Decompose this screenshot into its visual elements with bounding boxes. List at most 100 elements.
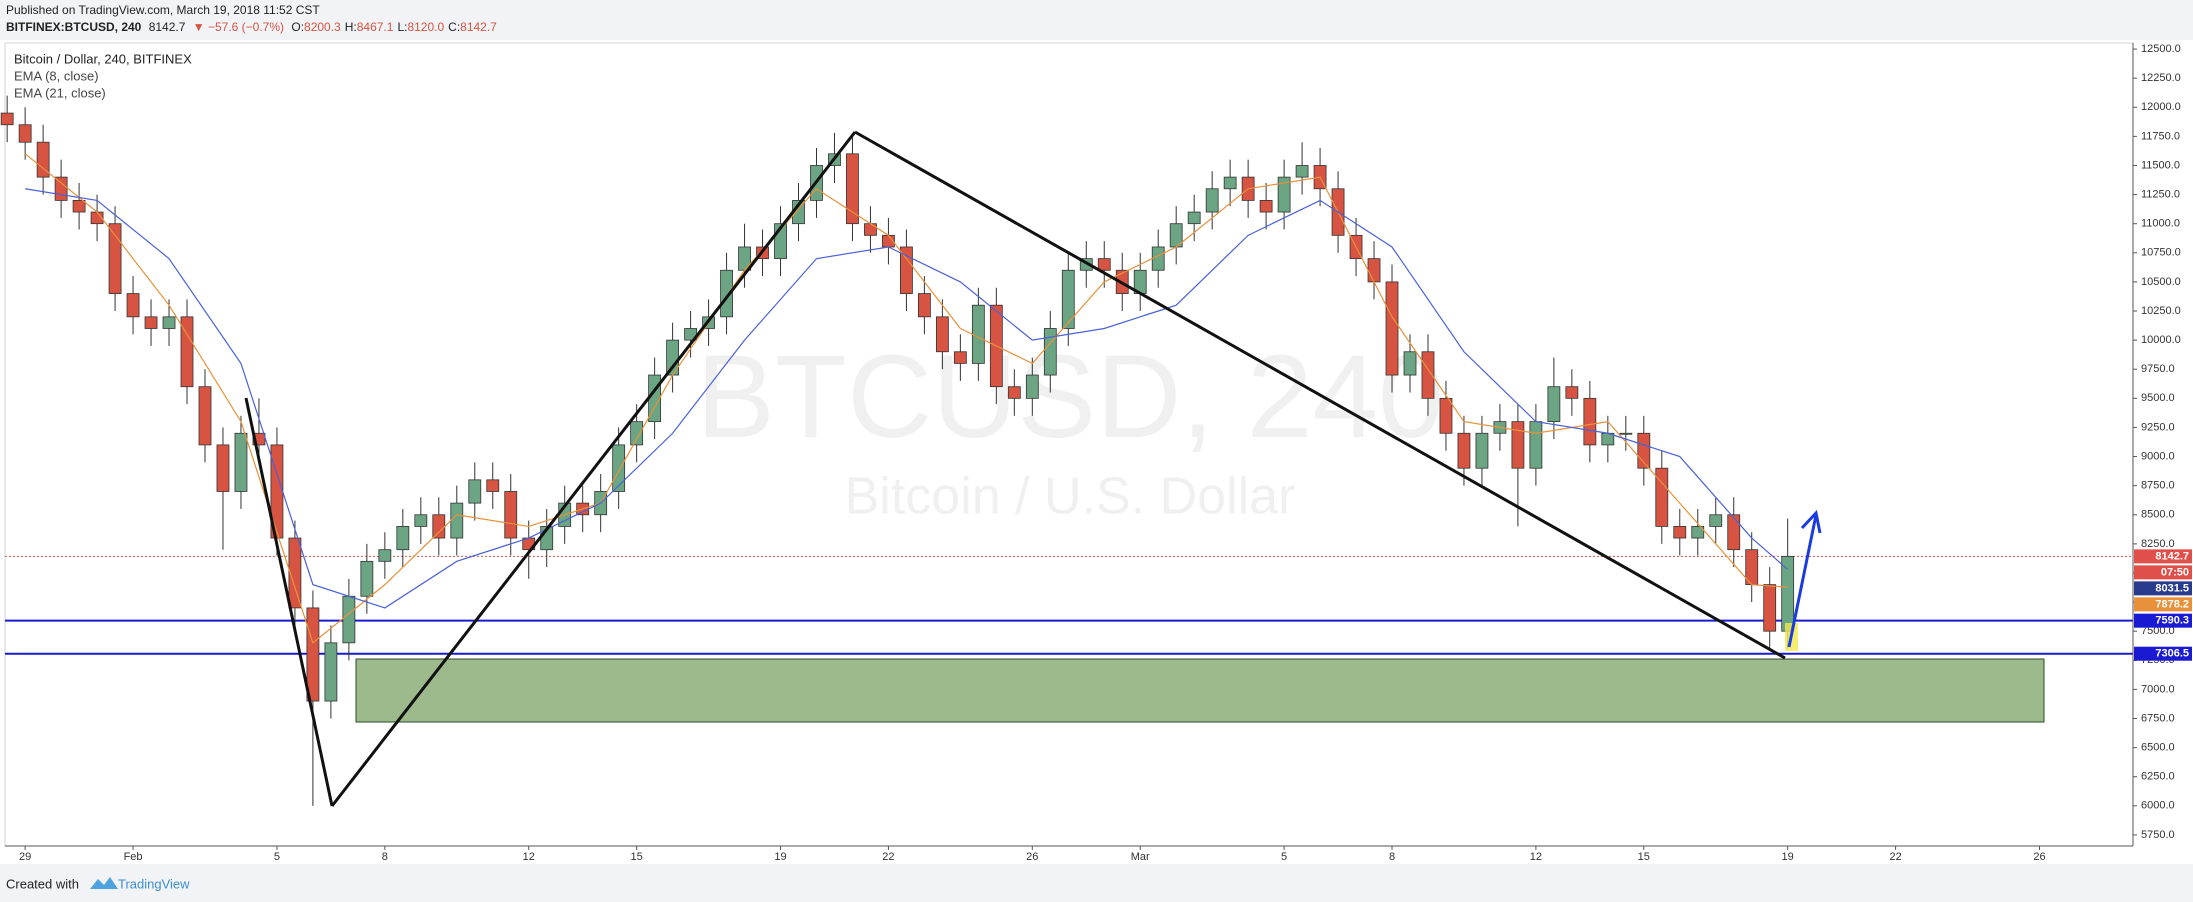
candle-body xyxy=(108,223,122,294)
x-tick-label: 22 xyxy=(882,851,894,863)
y-tick-label: 6000.0 xyxy=(2141,800,2175,812)
candle-body xyxy=(1151,246,1165,271)
candle-body xyxy=(36,141,50,178)
y-tick-label: 9250.0 xyxy=(2141,421,2175,433)
price-tag-label: 8142.7 xyxy=(2155,550,2189,562)
candle-body xyxy=(180,316,194,388)
price-tag-label: 7306.5 xyxy=(2155,648,2189,660)
candle-body xyxy=(630,421,644,446)
y-tick-label: 12250.0 xyxy=(2141,72,2181,84)
candle-body xyxy=(126,293,140,318)
x-tick-label: 8 xyxy=(382,851,388,863)
candle-body xyxy=(288,537,302,609)
price-tag-label: 8031.5 xyxy=(2155,582,2189,594)
legend-ema8: EMA (8, close) xyxy=(14,68,99,83)
candle-body xyxy=(1457,432,1471,469)
logo xyxy=(90,877,118,889)
ohlc-value: 8467.1 xyxy=(357,20,394,34)
marks xyxy=(0,95,2133,806)
y-tick-label: 11250.0 xyxy=(2141,188,2180,200)
trend-line xyxy=(854,130,1786,660)
ema-line xyxy=(24,153,1788,644)
candle-body xyxy=(846,153,859,225)
last-price: 8142.7 xyxy=(149,20,186,34)
trend-line xyxy=(330,131,857,807)
candle-body xyxy=(935,316,949,353)
x-tick-label: 29 xyxy=(19,851,31,863)
candle-body xyxy=(1043,328,1057,376)
y-tick-label: 11750.0 xyxy=(2141,130,2180,142)
candle-body xyxy=(1439,397,1453,434)
candle-body xyxy=(900,246,913,294)
y-tick-label: 6250.0 xyxy=(2141,771,2175,783)
trend-lines xyxy=(244,130,1786,807)
candle-body xyxy=(18,124,32,143)
candle-body xyxy=(720,269,733,318)
candle-body xyxy=(1691,526,1705,539)
brand: TradingView xyxy=(118,876,190,891)
y-tick-label: 6500.0 xyxy=(2141,742,2175,754)
candle-body xyxy=(234,432,248,492)
price-tag xyxy=(2134,646,2192,661)
candle-body xyxy=(342,595,356,644)
y-tick-label: 11500.0 xyxy=(2141,159,2180,171)
ohlc-label: H: xyxy=(345,20,357,34)
y-tick-label: 7000.0 xyxy=(2141,683,2175,695)
candle-body xyxy=(1583,397,1597,446)
y-tick-label: 6750.0 xyxy=(2141,712,2175,724)
candle-body xyxy=(414,514,428,527)
candle-body xyxy=(1673,526,1687,539)
candle-body xyxy=(1547,386,1561,423)
candle-body xyxy=(1781,555,1795,632)
candle-body xyxy=(1223,176,1237,190)
x-tick-label: 8 xyxy=(1389,851,1395,863)
candle-body xyxy=(1259,200,1273,213)
candle-body xyxy=(0,112,14,126)
x-tick-label: 19 xyxy=(774,851,786,863)
candle-body xyxy=(1475,432,1489,469)
candle-body xyxy=(1709,514,1723,527)
watermark-sub: Bitcoin / U.S. Dollar xyxy=(845,468,1296,526)
candle-body xyxy=(432,514,446,539)
ohlc-value: 8120.0 xyxy=(407,20,444,34)
candle-body xyxy=(1007,386,1021,399)
y-tick-label: 10250.0 xyxy=(2141,305,2181,317)
candle-body xyxy=(1277,176,1291,213)
candle-body xyxy=(1205,188,1219,213)
x-tick-label: 26 xyxy=(2033,851,2045,863)
candle-body xyxy=(1295,165,1309,178)
candle-body xyxy=(468,479,482,504)
candle-body xyxy=(1061,269,1075,329)
candle-body xyxy=(504,491,518,539)
countdown: 07:50 xyxy=(2161,566,2189,578)
candle-body xyxy=(1655,467,1669,527)
candle-body xyxy=(1763,584,1777,632)
x-tick-label: 5 xyxy=(274,851,280,863)
countdown-tag xyxy=(2134,565,2192,580)
y-tick-label: 11000.0 xyxy=(2141,218,2180,230)
candle-body xyxy=(450,502,464,539)
arrow-head xyxy=(1800,509,1822,534)
arrow-shaft xyxy=(1787,514,1818,648)
candle-body xyxy=(198,386,212,446)
candle-body xyxy=(1727,514,1741,551)
projection-arrow xyxy=(1787,509,1822,648)
trend-line xyxy=(244,397,334,807)
ohlc-value: 8142.7 xyxy=(460,20,497,34)
price-tag-label: 7590.3 xyxy=(2155,615,2189,627)
candle-body xyxy=(162,316,176,329)
candle-body xyxy=(612,444,626,492)
candle-body xyxy=(486,479,500,492)
x-tick-label: Feb xyxy=(124,851,143,863)
ema-line xyxy=(25,188,1789,609)
symbol-line: BITFINEX:BTCUSD, 240 8142.7 ▼ −57.6 (−0.… xyxy=(6,20,497,34)
created-with: Created with xyxy=(6,876,79,891)
legend-title: Bitcoin / Dollar, 240, BITFINEX xyxy=(14,51,192,66)
candle-body xyxy=(1187,211,1201,225)
candle-body xyxy=(360,560,374,597)
candle-body xyxy=(1421,351,1435,399)
candle-body xyxy=(1403,351,1417,376)
x-tick-label: 15 xyxy=(631,851,643,863)
